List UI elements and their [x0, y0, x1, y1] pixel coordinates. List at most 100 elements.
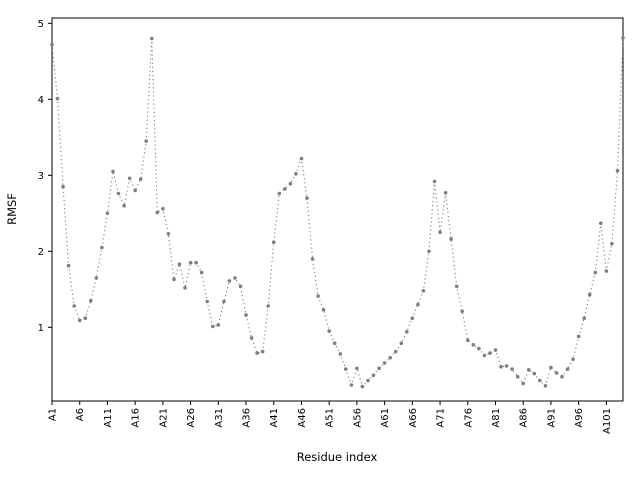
- data-point: [111, 169, 115, 174]
- x-tick-label: A66: [408, 408, 419, 428]
- data-point: [388, 355, 393, 360]
- data-point: [554, 371, 559, 375]
- y-tick-label: 2: [38, 247, 44, 258]
- data-point: [488, 351, 492, 355]
- data-point: [582, 316, 586, 321]
- x-tick-label: A6: [75, 408, 86, 421]
- data-point: [405, 330, 409, 334]
- data-point: [222, 299, 226, 304]
- data-point: [260, 349, 265, 354]
- data-point: [621, 36, 625, 40]
- data-point: [61, 184, 65, 189]
- data-point: [283, 187, 287, 191]
- data-point: [166, 232, 171, 236]
- y-tick-label: 4: [38, 95, 44, 106]
- data-point: [493, 348, 498, 352]
- data-point: [310, 257, 315, 261]
- x-tick-label: A31: [214, 408, 225, 428]
- data-point: [393, 349, 398, 354]
- x-tick-label: A51: [325, 408, 336, 428]
- data-point: [271, 240, 276, 244]
- data-point: [587, 292, 592, 297]
- data-point: [332, 341, 337, 346]
- data-point: [382, 361, 387, 365]
- x-tick-label: A16: [131, 408, 142, 428]
- x-tick-label: A76: [463, 408, 474, 428]
- data-point: [576, 334, 581, 339]
- data-point: [460, 309, 465, 314]
- x-tick-label: A91: [546, 408, 557, 428]
- data-point: [199, 270, 204, 275]
- data-point: [116, 191, 121, 196]
- data-point: [349, 383, 354, 387]
- x-tick-label: A26: [186, 408, 197, 428]
- data-point: [371, 373, 376, 378]
- data-point: [238, 284, 243, 289]
- x-tick-label: A101: [602, 408, 613, 434]
- data-point: [94, 276, 99, 280]
- data-point: [299, 156, 304, 161]
- data-point: [549, 365, 553, 370]
- data-point: [288, 181, 293, 186]
- data-point: [66, 263, 71, 268]
- axes-box: [51, 17, 624, 402]
- data-point: [105, 211, 110, 216]
- y-tick-label: 5: [38, 19, 44, 30]
- y-axis-ticks: 1 2 3 4 5: [38, 19, 52, 334]
- data-point: [399, 341, 404, 346]
- data-point: [438, 230, 442, 235]
- x-tick-label: A71: [436, 408, 447, 428]
- data-point: [560, 374, 564, 379]
- data-point: [543, 384, 548, 388]
- data-point: [338, 352, 343, 356]
- data-point: [515, 374, 520, 379]
- data-point: [615, 168, 620, 173]
- data-point: [532, 371, 537, 376]
- data-point: [377, 366, 381, 371]
- data-point: [266, 304, 271, 308]
- data-point: [127, 176, 132, 181]
- data-point: [443, 191, 448, 195]
- data-point: [89, 298, 93, 303]
- data-point: [277, 191, 282, 196]
- x-tick-label: A11: [103, 408, 114, 428]
- data-point: [344, 367, 348, 371]
- data-point: [410, 316, 415, 321]
- data-point: [421, 289, 426, 293]
- data-point: [183, 286, 187, 290]
- x-tick-label: A21: [158, 408, 169, 428]
- data-point: [194, 260, 198, 265]
- data-point-markers: [50, 36, 625, 389]
- data-point: [50, 42, 54, 47]
- x-tick-label: A1: [48, 408, 59, 421]
- data-point: [527, 368, 531, 372]
- x-tick-label: A86: [519, 408, 530, 428]
- data-point: [466, 338, 470, 343]
- data-point: [144, 139, 148, 143]
- data-point: [471, 343, 476, 347]
- data-point: [366, 378, 370, 383]
- data-point: [510, 367, 514, 371]
- data-point: [188, 260, 193, 265]
- data-point: [233, 276, 237, 280]
- x-tick-label: A41: [269, 408, 280, 428]
- data-point: [83, 316, 88, 321]
- data-point: [593, 270, 598, 275]
- data-point: [604, 269, 609, 273]
- x-tick-label: A96: [574, 408, 585, 428]
- data-point: [177, 262, 182, 267]
- data-point: [427, 249, 431, 254]
- data-point: [294, 172, 298, 176]
- rmsf-dotted-line: [51, 37, 624, 388]
- data-point: [316, 294, 320, 298]
- data-point: [360, 384, 365, 389]
- data-point: [477, 346, 481, 351]
- data-point: [72, 304, 76, 308]
- x-axis-ticks: A1 A6 A11 A16 A21 A26 A31 A36 A41 A46 A51 A56 A61 A66…: [48, 401, 613, 434]
- y-axis-label: RMSF: [5, 193, 19, 225]
- data-point: [77, 318, 82, 323]
- data-point: [133, 188, 137, 193]
- data-point: [571, 357, 575, 362]
